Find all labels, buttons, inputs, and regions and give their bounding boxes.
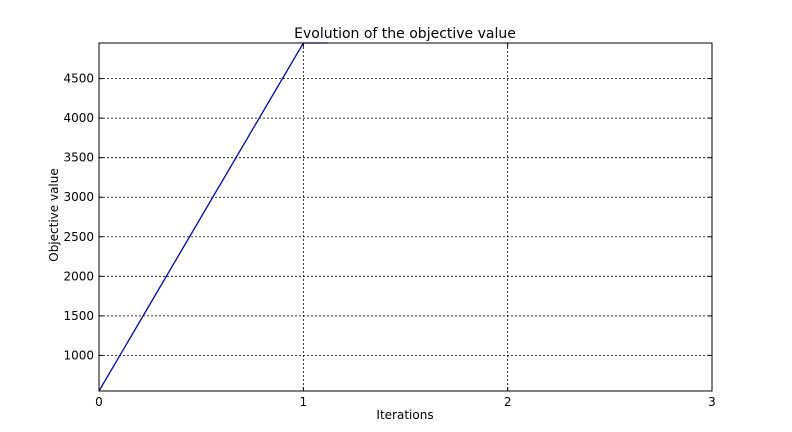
y-tick-label: 2500 [63, 230, 94, 244]
y-tick-label: 1000 [63, 348, 94, 362]
y-tick-label: 3000 [63, 190, 94, 204]
ticks-layer: 0 1 2 3 1000 1500 2000 2500 3000 3500 4000 4500 [63, 43, 716, 409]
chart-title: Evolution of the objective value [294, 26, 516, 42]
y-tick-label: 3500 [63, 151, 94, 165]
x-tick-label: 0 [95, 395, 103, 409]
y-tick-label: 4000 [63, 111, 94, 125]
y-tick-label: 2000 [63, 269, 94, 283]
y-axis-label: Objective value [47, 168, 61, 262]
x-tick-label: 3 [708, 395, 716, 409]
plot-frame [98, 42, 713, 392]
y-tick-label: 1500 [63, 309, 94, 323]
y-tick-label: 4500 [63, 72, 94, 86]
x-tick-label: 1 [300, 395, 308, 409]
data-layer [98, 42, 328, 392]
series-line [98, 42, 328, 392]
x-tick-label: 2 [504, 395, 512, 409]
grid-layer [99, 43, 712, 391]
x-axis-label: Iterations [376, 408, 433, 422]
